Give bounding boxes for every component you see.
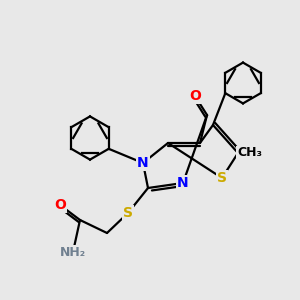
Text: CH₃: CH₃ <box>237 146 262 160</box>
Text: NH₂: NH₂ <box>60 245 86 259</box>
Text: N: N <box>137 156 149 170</box>
Text: O: O <box>54 198 66 212</box>
Text: S: S <box>123 206 133 220</box>
Text: N: N <box>177 176 189 190</box>
Text: O: O <box>189 89 201 103</box>
Text: S: S <box>217 171 227 185</box>
